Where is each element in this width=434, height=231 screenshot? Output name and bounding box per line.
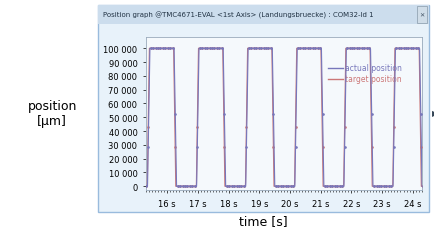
Text: ▶: ▶	[431, 109, 434, 118]
FancyBboxPatch shape	[98, 6, 428, 25]
Text: ✕: ✕	[418, 13, 424, 18]
Text: position
[μm]: position [μm]	[27, 99, 77, 127]
Text: Position graph @TMC4671-EVAL <1st Axis> (Landungsbruecke) : COM32-Id 1: Position graph @TMC4671-EVAL <1st Axis> …	[103, 12, 373, 19]
Text: time [s]: time [s]	[239, 215, 287, 228]
FancyBboxPatch shape	[98, 6, 428, 213]
Text: target position: target position	[344, 75, 401, 84]
Text: actual position: actual position	[344, 64, 401, 73]
FancyBboxPatch shape	[416, 7, 426, 24]
